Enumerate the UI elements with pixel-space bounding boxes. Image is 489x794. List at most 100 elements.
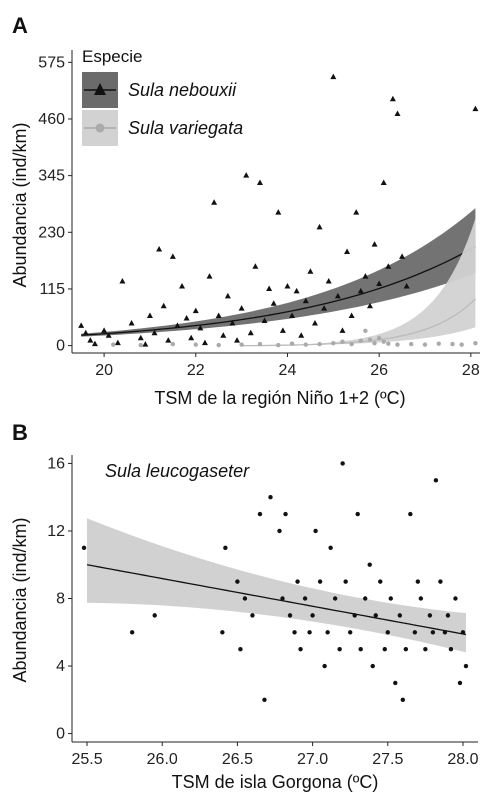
sula-variegata-point: [340, 339, 345, 344]
sula-nebouxii-point: [266, 285, 273, 291]
legend-label-nebouxii: Sula nebouxii: [128, 80, 237, 100]
sula-nebouxii-point: [78, 322, 85, 328]
panel-b-species-annotation: Sula leucogaseter: [105, 461, 250, 481]
sula-nebouxii-point: [234, 337, 241, 343]
panel-b: B 0 4 8 12 16 25.5 26.0 26.5 27.0 27.5 28.0 Sula l…: [10, 420, 479, 792]
sula-leucogaseter-point: [445, 613, 451, 618]
sula-nebouxii-fit-line: [81, 246, 476, 336]
sula-variegata-point: [317, 341, 322, 347]
sula-nebouxii-point: [279, 327, 286, 333]
y-tick-label: 4: [56, 658, 65, 675]
sula-nebouxii-point: [201, 339, 208, 346]
sula-nebouxii-point: [472, 105, 479, 112]
sula-leucogaseter-point: [317, 579, 323, 584]
sula-nebouxii-point: [298, 332, 305, 338]
sula-variegata-point: [111, 342, 116, 347]
sula-nebouxii-point: [376, 280, 383, 287]
sula-variegata-point: [363, 328, 368, 334]
sula-nebouxii-point: [211, 199, 218, 205]
sula-leucogaseter-point: [347, 630, 353, 635]
sula-variegata-point: [372, 340, 377, 346]
sula-nebouxii-point: [385, 263, 392, 269]
sula-leucogaseter-point: [287, 613, 293, 618]
sula-leucogaseter-point: [81, 545, 87, 551]
sula-leucogaseter-point: [313, 528, 318, 534]
panel-a: A 0 115 230 345 460 575 20 22 24 26 28 TSM de la r…: [10, 13, 480, 408]
sula-nebouxii-point: [362, 273, 369, 279]
sula-nebouxii-point: [238, 305, 245, 311]
sula-leucogaseter-point: [363, 596, 368, 601]
sula-nebouxii-point: [105, 332, 112, 338]
sula-nebouxii-point: [380, 179, 387, 186]
sula-nebouxii-point: [321, 305, 328, 311]
sula-nebouxii-point: [183, 315, 190, 321]
sula-variegata-point: [216, 342, 221, 348]
sula-leucogaseter-point: [463, 663, 469, 669]
sula-leucogaseter-point: [298, 646, 303, 652]
sula-nebouxii-point: [188, 334, 195, 341]
sula-nebouxii-point: [247, 329, 254, 336]
sula-nebouxii-point: [275, 209, 282, 215]
sula-nebouxii-point: [371, 241, 378, 247]
sula-leucogaseter-point: [433, 478, 439, 483]
sula-nebouxii-point: [174, 322, 181, 328]
sula-leucogaseter-point: [367, 562, 372, 567]
sula-variegata-point: [239, 342, 244, 347]
sula-nebouxii-point: [357, 287, 364, 294]
sula-leucogaseter-point: [328, 545, 333, 551]
sula-leucogaseter-point: [242, 596, 248, 601]
y-tick-label: 16: [47, 455, 65, 472]
sula-nebouxii-point: [307, 268, 314, 274]
sula-leucogaseter-confidence-band: [87, 518, 466, 653]
sula-leucogaseter-point: [400, 697, 406, 702]
sula-nebouxii-point: [91, 340, 98, 347]
sula-leucogaseter-fit-line: [86, 564, 467, 636]
sula-nebouxii-point: [146, 312, 153, 319]
sula-nebouxii-point: [169, 253, 176, 259]
x-tick-label: 28.0: [447, 751, 478, 768]
sula-nebouxii-point: [165, 337, 172, 343]
y-tick-label: 0: [56, 338, 65, 355]
panel-b-letter: B: [12, 420, 28, 445]
sula-nebouxii-point: [197, 324, 204, 331]
sula-leucogaseter-point: [283, 511, 288, 517]
sula-nebouxii-point: [399, 253, 406, 259]
sula-leucogaseter-point: [403, 646, 409, 652]
sula-leucogaseter-point: [152, 613, 157, 618]
sula-nebouxii-point: [215, 312, 222, 319]
y-tick-label: 8: [56, 591, 65, 608]
sula-nebouxii-point: [316, 223, 323, 230]
sula-leucogaseter-point: [457, 680, 463, 686]
legend-key-nebouxii-triangle-icon: [94, 83, 106, 95]
sula-leucogaseter-point: [412, 630, 418, 635]
sula-nebouxii-point: [224, 292, 231, 299]
sula-variegata-point: [459, 342, 464, 347]
sula-leucogaseter-point: [129, 630, 135, 635]
sula-nebouxii-point: [256, 179, 263, 186]
sula-nebouxii-point: [348, 312, 355, 319]
sula-leucogaseter-point: [460, 630, 466, 635]
sula-leucogaseter-point: [332, 596, 338, 601]
sula-variegata-point: [386, 341, 391, 346]
sula-nebouxii-point: [293, 287, 300, 294]
sula-variegata-point: [276, 342, 281, 348]
sula-nebouxii-point: [344, 248, 351, 254]
sula-nebouxii-point: [142, 341, 149, 347]
sula-leucogaseter-point: [423, 646, 428, 652]
sula-leucogaseter-point: [292, 630, 297, 635]
sula-variegata-point: [376, 336, 382, 341]
sula-nebouxii-point: [101, 327, 108, 333]
sula-leucogaseter-point: [337, 646, 342, 652]
panel-a-plot-area: 0 115 230 345 460 575 20 22 24 26 28: [38, 50, 480, 379]
panel-a-x-axis-title: TSM de la región Niño 1+2 (ºC): [154, 388, 405, 408]
sula-variegata-point: [331, 340, 336, 346]
sula-nebouxii-point: [394, 110, 401, 117]
x-tick-label: 26: [370, 362, 388, 379]
sula-variegata-point: [395, 342, 400, 347]
sula-nebouxii-point: [403, 282, 410, 289]
sula-nebouxii-point: [128, 319, 135, 326]
x-tick-label: 27.0: [297, 751, 328, 768]
panel-b-plot-area: 0 4 8 12 16 25.5 26.0 26.5 27.0 27.5 28.0: [47, 455, 479, 768]
sula-leucogaseter-point: [235, 579, 240, 584]
sula-nebouxii-point: [243, 172, 250, 178]
